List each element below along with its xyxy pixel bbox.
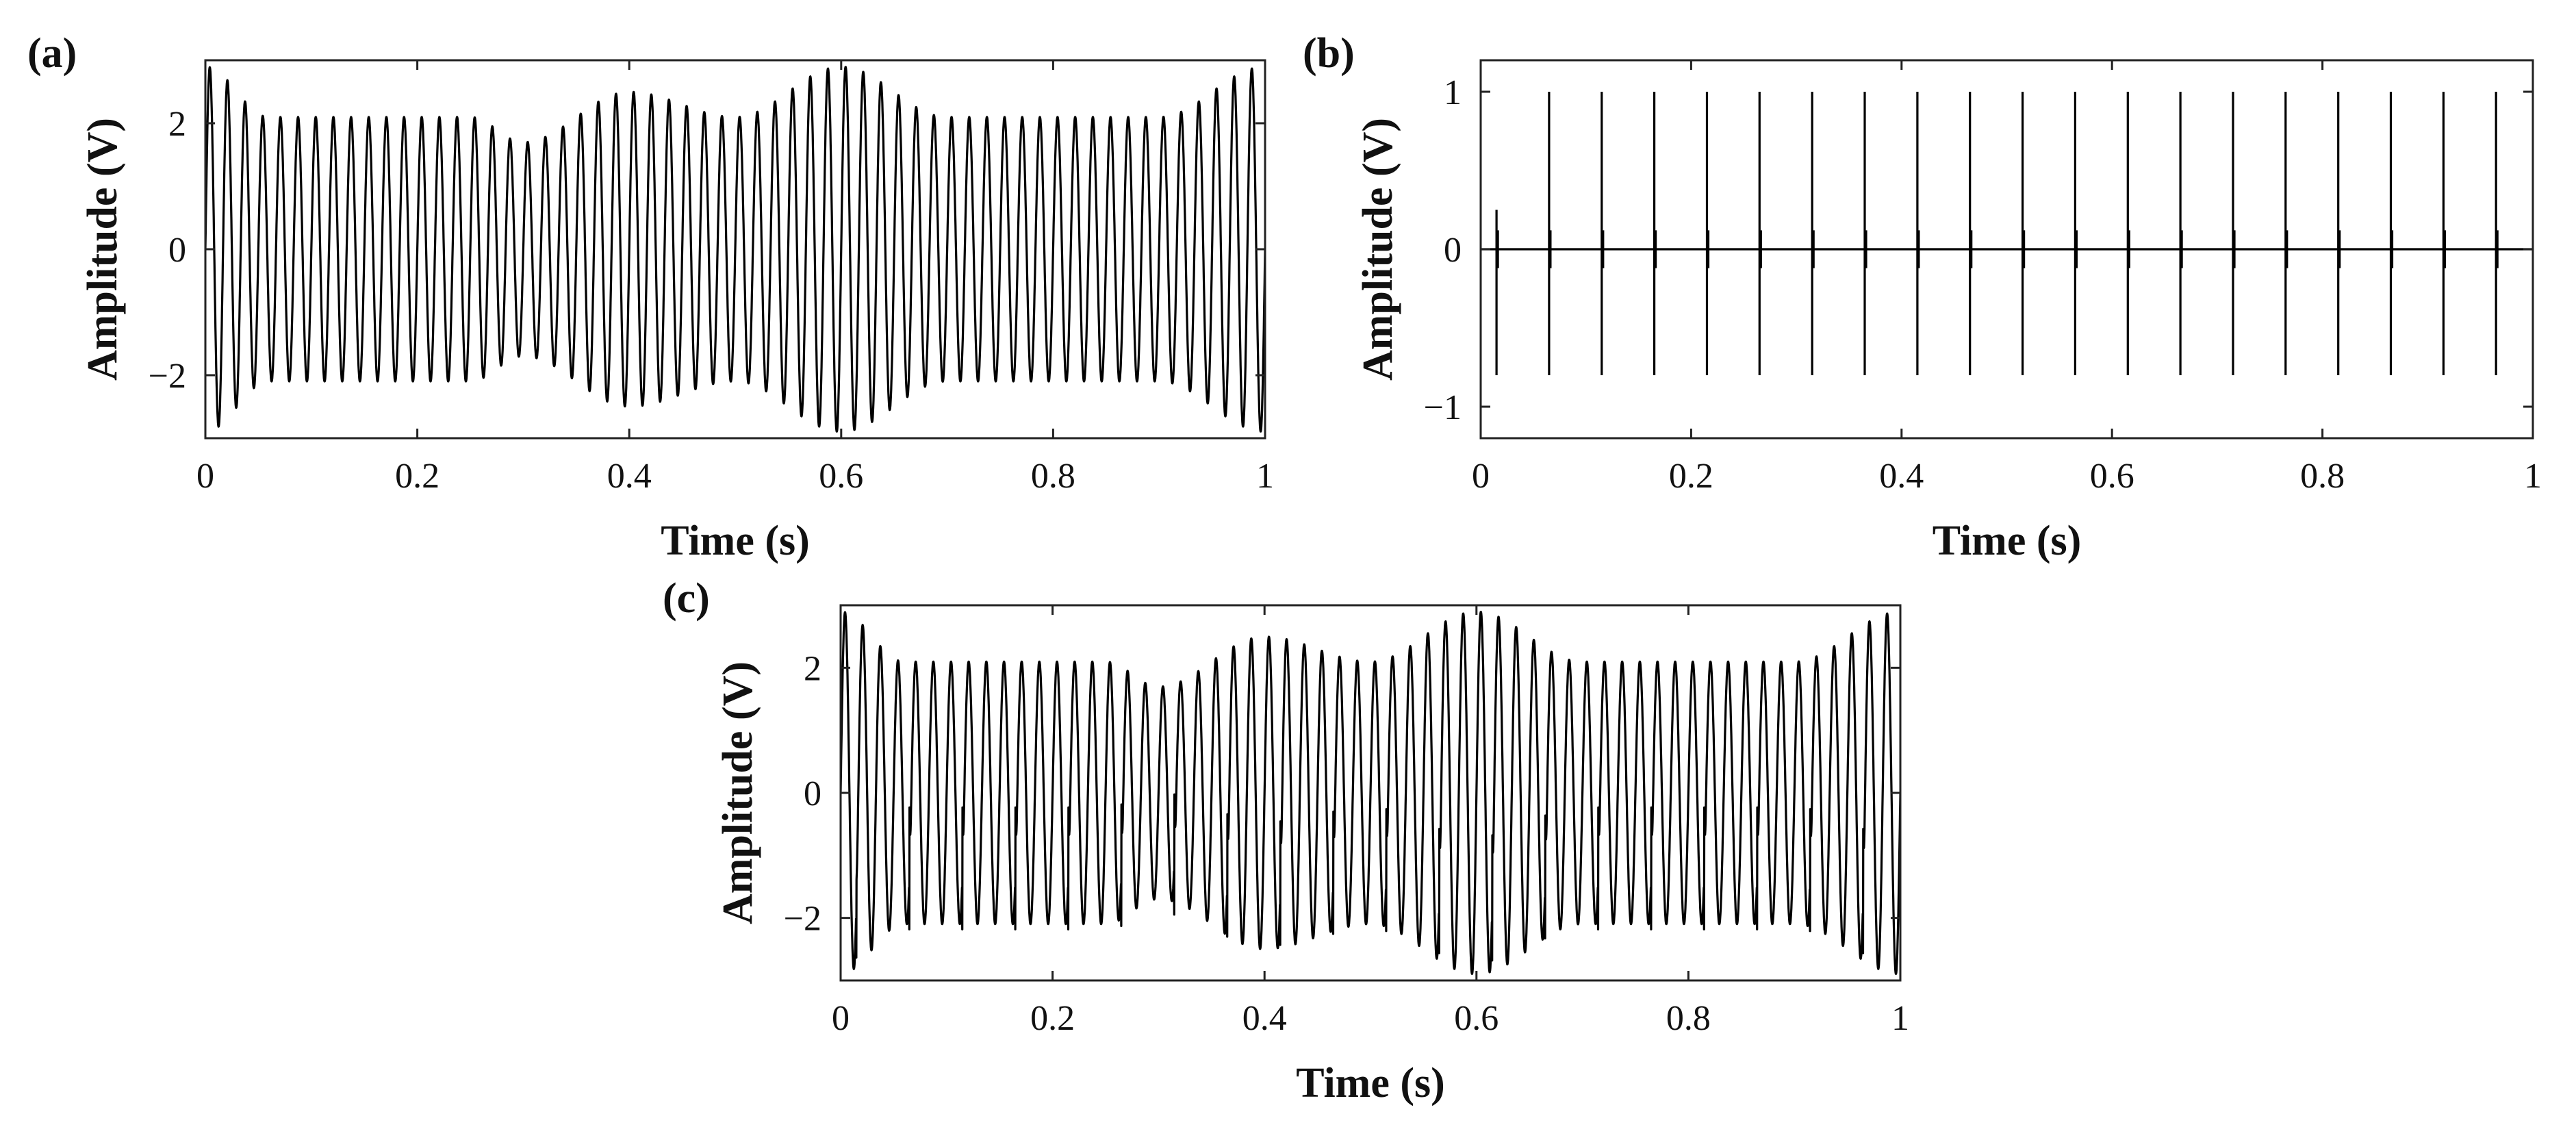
y-tick-label: −2 [149, 357, 186, 396]
chart-b: 0 0.2 0.4 0.6 0.8 1 −1 0 1 Time (s) Amplitude (V)(… [1303, 30, 2542, 564]
y-tick-label: 2 [168, 105, 186, 144]
panel-label: (c) [663, 575, 710, 622]
x-tick-label: 1 [1891, 999, 1909, 1038]
x-tick-label: 0.2 [1030, 999, 1075, 1038]
x-tick-label: 0 [1472, 457, 1490, 496]
chart-c: 0 0.2 0.4 0.6 0.8 1 −2 0 2 Time (s) Amplitude (V)(… [663, 575, 1909, 1106]
x-tick-label: 0.8 [1666, 999, 1711, 1038]
signal-trace [1481, 92, 2533, 375]
y-tick-label: −1 [1424, 388, 1462, 427]
x-axis-label: Time (s) [1296, 1060, 1445, 1106]
panel-label: (b) [1303, 30, 1355, 77]
chart-a: 0 0.2 0.4 0.6 0.8 1 −2 0 2 Time (s) Amplitude (V)(… [27, 30, 1274, 564]
y-axis-label: Amplitude (V) [79, 118, 126, 381]
x-tick-label: 0.8 [2300, 457, 2345, 496]
y-axis-label: Amplitude (V) [715, 661, 761, 924]
x-tick-label: 0.2 [395, 457, 439, 496]
x-tick-label: 0.8 [1031, 457, 1075, 496]
y-tick-label: 0 [1444, 231, 1462, 270]
x-tick-label: 0.6 [2090, 457, 2134, 496]
panel-label: (a) [27, 30, 77, 77]
y-axis-label: Amplitude (V) [1355, 118, 1401, 381]
y-tick-label: 0 [804, 774, 821, 813]
x-tick-label: 0.6 [1454, 999, 1499, 1038]
x-tick-label: 0.4 [1242, 999, 1287, 1038]
y-tick-label: 1 [1444, 73, 1462, 112]
x-tick-label: 0.6 [819, 457, 863, 496]
x-axis-label: Time (s) [1933, 518, 2082, 564]
x-tick-label: 0 [832, 999, 850, 1038]
x-axis-label: Time (s) [661, 518, 810, 564]
y-tick-label: 0 [168, 231, 186, 270]
signal-trace [841, 611, 1900, 975]
x-tick-label: 0 [196, 457, 214, 496]
x-tick-label: 0.4 [1879, 457, 1924, 496]
y-tick-label: 2 [804, 649, 821, 688]
x-tick-label: 1 [2524, 457, 2542, 496]
y-tick-label: −2 [784, 900, 821, 939]
x-tick-label: 0.4 [607, 457, 652, 496]
x-tick-label: 0.2 [1669, 457, 1713, 496]
signal-trace [205, 66, 1265, 433]
x-tick-label: 1 [1256, 457, 1274, 496]
